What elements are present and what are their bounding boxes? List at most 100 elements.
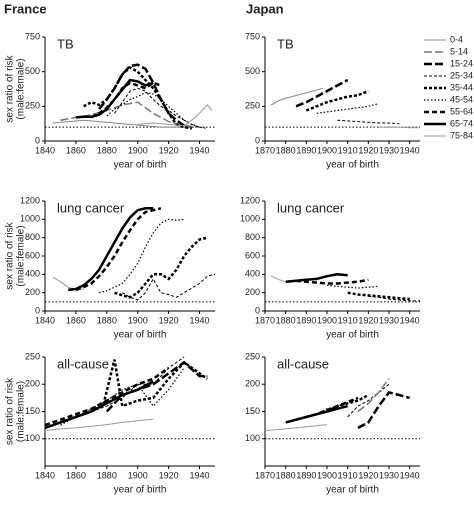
y-axis-label: sex ratio of risk	[5, 221, 16, 289]
series-line	[68, 207, 154, 292]
y-tick-label: 250	[25, 351, 40, 361]
series-line	[114, 236, 208, 299]
series-line	[90, 81, 162, 119]
y-tick-label: 1000	[240, 214, 260, 224]
column-header: Japan	[246, 1, 284, 16]
y-tick-label: 1200	[20, 195, 40, 205]
x-tick-label: 1930	[379, 315, 399, 325]
legend-label: 75-84	[450, 130, 473, 140]
x-tick-label: 1920	[358, 145, 378, 155]
series-line	[105, 360, 208, 413]
series-line	[91, 356, 185, 412]
legend-label: 15-24	[450, 58, 473, 68]
x-tick-label: 1890	[296, 470, 316, 480]
series-line	[44, 418, 154, 432]
series-line	[75, 207, 162, 292]
x-tick-label: 1920	[358, 315, 378, 325]
y-tick-label: 600	[245, 250, 260, 260]
series-line	[326, 393, 369, 413]
series-line	[83, 65, 193, 130]
series-line	[357, 378, 390, 413]
panel-title: all-cause	[277, 356, 329, 371]
y-axis-label: sex ratio of risk	[5, 377, 16, 445]
panel-title: TB	[277, 36, 294, 51]
series-line	[305, 89, 369, 112]
series-line	[337, 119, 400, 125]
x-tick-label: 1900	[317, 470, 337, 480]
x-tick-label: 1910	[338, 145, 358, 155]
y-tick-label: 250	[25, 101, 40, 111]
series-line	[264, 424, 328, 432]
series-line	[270, 87, 324, 106]
y-tick-label: 150	[245, 406, 260, 416]
y-tick-label: 750	[25, 31, 40, 41]
series-line	[326, 284, 379, 289]
x-tick-label: 1870	[255, 470, 275, 480]
x-tick-label: 1860	[66, 315, 86, 325]
x-tick-label: 1900	[317, 145, 337, 155]
y-tick-label: 100	[25, 433, 40, 443]
panel-title: TB	[57, 36, 74, 51]
y-tick-label: 200	[25, 379, 40, 389]
x-tick-label: 1940	[190, 470, 210, 480]
y-tick-label: 1200	[240, 195, 260, 205]
y-tick-label: 0	[35, 135, 40, 145]
x-tick-label: 1930	[379, 145, 399, 155]
legend-label: 25-34	[450, 70, 473, 80]
legend-label: 55-64	[450, 106, 473, 116]
y-tick-label: 250	[245, 101, 260, 111]
series-line	[137, 104, 213, 127]
y-tick-label: 750	[245, 31, 260, 41]
x-tick-label: 1880	[276, 470, 296, 480]
x-tick-label: 1890	[296, 145, 316, 155]
x-tick-label: 1920	[159, 470, 179, 480]
legend-label: 35-44	[450, 82, 473, 92]
legend-label: 65-74	[450, 118, 473, 128]
y-tick-label: 150	[25, 406, 40, 416]
x-tick-label: 1940	[190, 145, 210, 155]
x-axis-label: year of birth	[326, 160, 379, 171]
x-tick-label: 1940	[400, 470, 420, 480]
series-line	[122, 273, 216, 301]
x-tick-label: 1920	[358, 470, 378, 480]
legend-label: 45-54	[450, 94, 473, 104]
series-line	[52, 119, 192, 129]
x-tick-label: 1880	[276, 315, 296, 325]
x-tick-label: 1910	[338, 470, 358, 480]
x-tick-label: 1860	[66, 470, 86, 480]
y-axis-label: (male:female)	[16, 58, 27, 119]
series-line	[378, 126, 420, 129]
series-line	[285, 404, 349, 424]
series-line	[75, 78, 154, 119]
y-axis-label: (male:female)	[16, 381, 27, 442]
x-axis-label: year of birth	[114, 485, 167, 496]
y-tick-label: 200	[245, 287, 260, 297]
x-axis-label: year of birth	[114, 160, 167, 171]
y-axis-label: (male:female)	[16, 225, 27, 286]
x-tick-label: 1860	[66, 145, 86, 155]
panel-title: lung cancer	[277, 200, 345, 215]
y-tick-label: 100	[245, 433, 260, 443]
x-tick-label: 1930	[379, 470, 399, 480]
x-axis-label: year of birth	[114, 330, 167, 341]
x-tick-label: 1840	[35, 470, 55, 480]
x-tick-label: 1870	[255, 145, 275, 155]
y-tick-label: 200	[25, 287, 40, 297]
series-line	[98, 218, 185, 294]
y-tick-label: 200	[245, 379, 260, 389]
x-tick-label: 1940	[190, 315, 210, 325]
series-line	[60, 101, 200, 128]
x-tick-label: 1940	[400, 315, 420, 325]
x-axis-label: year of birth	[326, 485, 379, 496]
series-line	[347, 383, 390, 418]
series-line	[368, 295, 420, 302]
x-tick-label: 1900	[128, 145, 148, 155]
column-header: France	[4, 1, 47, 16]
y-tick-label: 500	[245, 66, 260, 76]
y-tick-label: 0	[255, 135, 260, 145]
y-tick-label: 400	[245, 269, 260, 279]
x-tick-label: 1920	[159, 145, 179, 155]
y-tick-label: 800	[25, 232, 40, 242]
panel-title: lung cancer	[57, 200, 125, 215]
